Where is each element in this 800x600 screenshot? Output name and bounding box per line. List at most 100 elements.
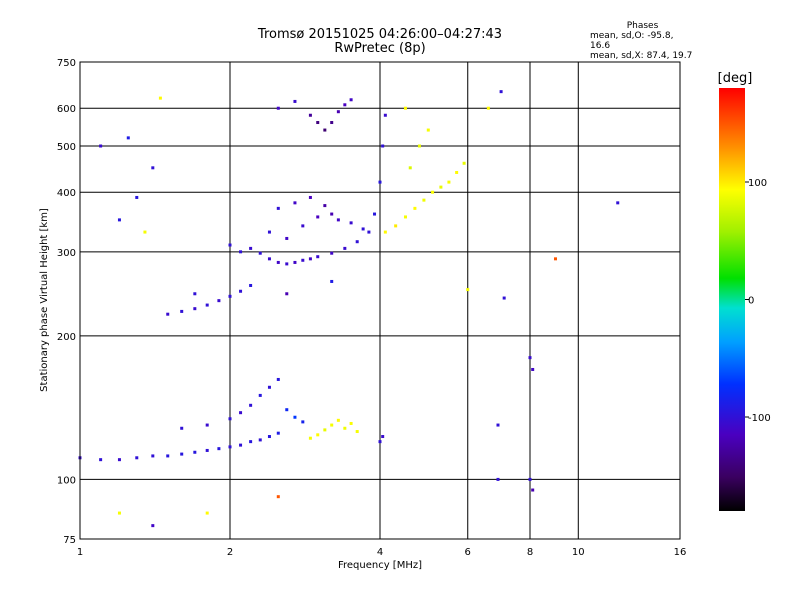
data-point [239,411,243,415]
x-axis-label: Frequency [MHz] [338,560,422,571]
data-point [117,218,121,222]
data-point [466,288,470,292]
data-point [193,307,197,311]
data-point [143,230,147,234]
data-point [158,96,162,100]
data-point [276,377,280,381]
data-point [267,257,271,261]
data-point [308,436,312,440]
data-point [531,367,535,371]
data-point [496,477,500,481]
data-point [349,221,353,225]
y-tick-label: 75 [63,535,76,546]
data-point [336,418,340,422]
chart-title: Tromsø 20151025 04:26:00–04:27:43 [257,27,503,42]
data-point [267,230,271,234]
colorbar-unit: [deg] [718,71,753,86]
data-point [361,227,365,231]
data-point [117,458,121,462]
data-point [316,215,320,219]
data-point [378,180,382,184]
data-point [528,477,532,481]
y-axis-label: Stationary phase Virtual Height [km] [39,208,50,392]
data-point [486,106,490,110]
data-point [228,294,232,298]
colorbar [719,88,745,511]
data-point [135,195,139,199]
data-point [228,243,232,247]
data-point [301,420,305,424]
data-point [285,262,289,266]
data-point [417,144,421,148]
data-point [205,511,209,515]
data-point [308,195,312,199]
data-point [228,417,232,421]
data-point [258,251,262,255]
data-point [180,309,184,313]
data-point [239,250,243,254]
data-point [408,166,412,170]
data-point [343,103,347,107]
data-point [166,454,170,458]
x-tick-label: 6 [465,547,471,558]
data-point [308,257,312,261]
data-point [462,161,466,165]
data-point [126,136,130,140]
y-tick-label: 100 [57,475,76,486]
data-point [349,98,353,102]
data-point [249,283,253,287]
x-axis-ticks: 1 2 4 6 8 10 16 [77,547,687,558]
phase-stats-header: Phases [626,21,659,31]
chart-subtitle: RwPretec (8p) [334,41,426,56]
data-point [99,458,103,462]
data-point [528,356,532,360]
data-point [447,180,451,184]
data-point [316,433,320,437]
data-point [336,110,340,114]
data-point [293,201,297,205]
data-point [349,421,353,425]
data-point [381,435,385,439]
data-point [403,215,407,219]
data-point [403,106,407,110]
y-tick-label: 400 [57,188,76,199]
data-point [276,495,280,499]
data-point [343,246,347,250]
data-point [323,428,327,432]
data-points [78,90,620,528]
data-point [205,303,209,307]
data-point [308,113,312,117]
data-point [455,170,459,174]
data-point [316,255,320,259]
data-point [205,423,209,427]
data-point [180,426,184,430]
data-point [193,292,197,296]
data-point [330,121,334,125]
data-point [239,289,243,293]
colorbar-ticks: 100 0 -100 [745,178,771,424]
data-point [323,204,327,208]
data-point [381,144,385,148]
data-point [293,99,297,103]
data-point [249,246,253,250]
data-point [267,385,271,389]
data-point [293,260,297,264]
x-tick-label: 8 [527,547,533,558]
x-tick-label: 2 [227,547,233,558]
x-tick-label: 10 [572,547,585,558]
data-point [394,224,398,228]
data-point [616,201,620,205]
data-point [330,212,334,216]
data-point [239,443,243,447]
colorbar-tick-label: 100 [748,178,767,189]
x-tick-label: 1 [77,547,83,558]
phase-stats-x: mean, sd,X: 87.4, 19.7 [590,51,693,61]
data-point [355,240,359,244]
data-point [293,415,297,419]
data-point [276,431,280,435]
y-tick-label: 200 [57,332,76,343]
data-point [180,452,184,456]
data-point [285,292,289,296]
data-point [316,121,320,125]
data-point [151,454,155,458]
